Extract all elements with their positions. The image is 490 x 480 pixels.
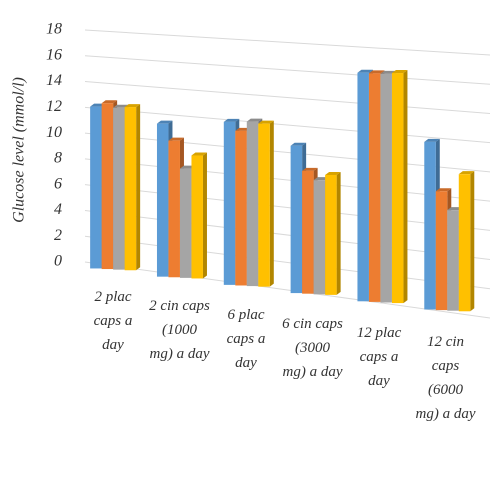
y-tick-label: 2 — [54, 227, 62, 244]
grid-line — [84, 235, 490, 290]
bar — [325, 174, 337, 295]
bar-top — [357, 69, 373, 73]
bar — [424, 141, 436, 310]
grid-line — [84, 261, 490, 319]
y-tick-label: 6 — [54, 175, 62, 192]
bar-top — [223, 118, 240, 122]
grid-line — [84, 209, 490, 261]
bar — [458, 174, 471, 312]
bar-top — [325, 171, 341, 175]
y-tick-label: 0 — [54, 253, 62, 270]
grid-line — [84, 106, 490, 144]
bar-top — [424, 138, 440, 142]
bar-side — [269, 120, 274, 287]
bar-side — [470, 171, 475, 312]
grid-line — [84, 81, 490, 114]
bar-top — [246, 118, 263, 122]
bar — [235, 130, 247, 286]
x-tick-label: 6 cin caps (3000 mg) a day — [282, 316, 343, 380]
y-tick-label: 18 — [46, 21, 62, 38]
bar — [124, 107, 137, 271]
bar — [313, 180, 326, 295]
bar — [156, 123, 169, 277]
x-tick-label: 2 cin caps (1000 mg) a day — [149, 298, 210, 362]
bar — [290, 145, 303, 294]
bar-top — [368, 70, 385, 74]
bar-top — [156, 120, 173, 124]
bar — [246, 121, 259, 287]
bar-top — [391, 70, 408, 74]
bar — [302, 170, 314, 294]
bar — [113, 107, 125, 270]
y-tick-label: 8 — [54, 150, 62, 167]
bar — [447, 210, 459, 311]
bar — [357, 72, 369, 302]
x-tick-label: 6 plac caps a day — [226, 307, 266, 371]
bar-top — [168, 137, 184, 141]
bar — [258, 123, 270, 287]
bar-top — [101, 100, 118, 104]
bar-side — [202, 152, 207, 279]
y-tick-label: 10 — [46, 124, 62, 141]
y-tick-label: 12 — [46, 98, 62, 115]
bar-side — [136, 104, 141, 271]
grid-line — [84, 132, 490, 173]
x-tick-label: 2 plac caps a day — [93, 289, 133, 353]
grid-line — [84, 29, 490, 56]
grid-line — [84, 184, 490, 231]
y-tick-label: 4 — [54, 201, 62, 218]
bar — [435, 191, 448, 311]
bar-top — [258, 120, 274, 124]
grid-line — [84, 158, 490, 202]
bar — [368, 73, 381, 302]
bar-top — [124, 104, 141, 108]
bar-top — [302, 167, 318, 171]
x-tick-label: 12 cin caps (6000 mg) a day — [415, 334, 476, 422]
bar — [380, 73, 392, 303]
bar-top — [458, 171, 475, 175]
bar — [168, 140, 180, 278]
x-tick-label: 12 plac caps a day — [356, 325, 402, 389]
bar-top — [290, 142, 307, 146]
bar — [223, 121, 236, 285]
bar-top — [435, 188, 452, 192]
bar-top — [191, 152, 207, 156]
bar — [90, 106, 102, 269]
y-tick-label: 14 — [46, 72, 62, 89]
bar-side — [336, 171, 341, 295]
bar — [101, 103, 114, 270]
bar — [391, 73, 404, 304]
bar-side — [403, 70, 408, 304]
bar — [179, 168, 192, 278]
bar — [191, 155, 203, 279]
grid-line — [84, 55, 490, 85]
y-axis-title: Glucose level (mmol/l) — [11, 77, 28, 223]
y-tick-label: 16 — [46, 46, 62, 63]
